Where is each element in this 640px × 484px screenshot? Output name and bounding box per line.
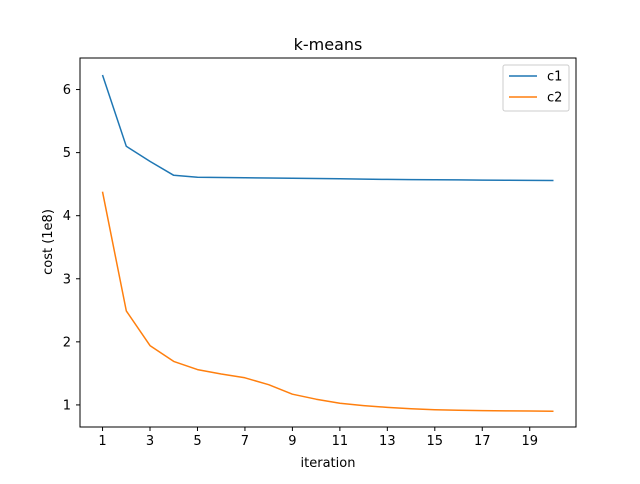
y-tick-label: 3: [63, 272, 71, 287]
y-axis-label: cost (1e8): [41, 209, 56, 275]
y-tick-label: 2: [63, 335, 71, 350]
x-tick-label: 15: [427, 434, 444, 449]
x-tick-label: 5: [193, 434, 201, 449]
series-lines: [101, 74, 554, 412]
x-tick-label: 7: [241, 434, 249, 449]
y-tick-label: 6: [63, 83, 71, 98]
x-axis-label: iteration: [301, 456, 356, 471]
x-tick-label: 3: [146, 434, 154, 449]
x-tick-label: 1: [98, 434, 106, 449]
series-line-c1: [101, 74, 554, 182]
plot-area-frame: [79, 57, 577, 428]
x-tick-label: 17: [474, 434, 491, 449]
y-tick-label: 5: [63, 146, 71, 161]
legend-label-c2: c2: [547, 91, 562, 106]
legend-label-c1: c1: [547, 70, 562, 85]
series-line-c2: [101, 191, 554, 412]
x-tick-label: 19: [521, 434, 538, 449]
chart-title: k-means: [294, 35, 363, 54]
x-tick-label: 11: [332, 434, 349, 449]
x-tick-label: 13: [379, 434, 396, 449]
y-tick-label: 1: [63, 398, 71, 413]
x-tick-label: 9: [288, 434, 296, 449]
y-tick-label: 4: [63, 209, 71, 224]
